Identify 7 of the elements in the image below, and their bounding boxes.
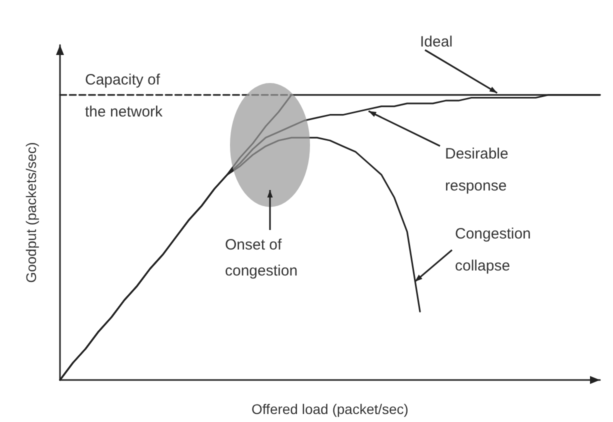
- text: Congestion collapse: [455, 226, 536, 274]
- x-axis-title: Offered load (packet/sec): [252, 401, 408, 417]
- annotation: Onset of congestion: [225, 236, 298, 280]
- text: Ideal: [420, 34, 453, 50]
- text: Desirable response: [445, 146, 513, 194]
- y-axis-title: Goodput (packets/sec): [23, 142, 39, 283]
- series-label: Capacity of the network: [85, 72, 164, 120]
